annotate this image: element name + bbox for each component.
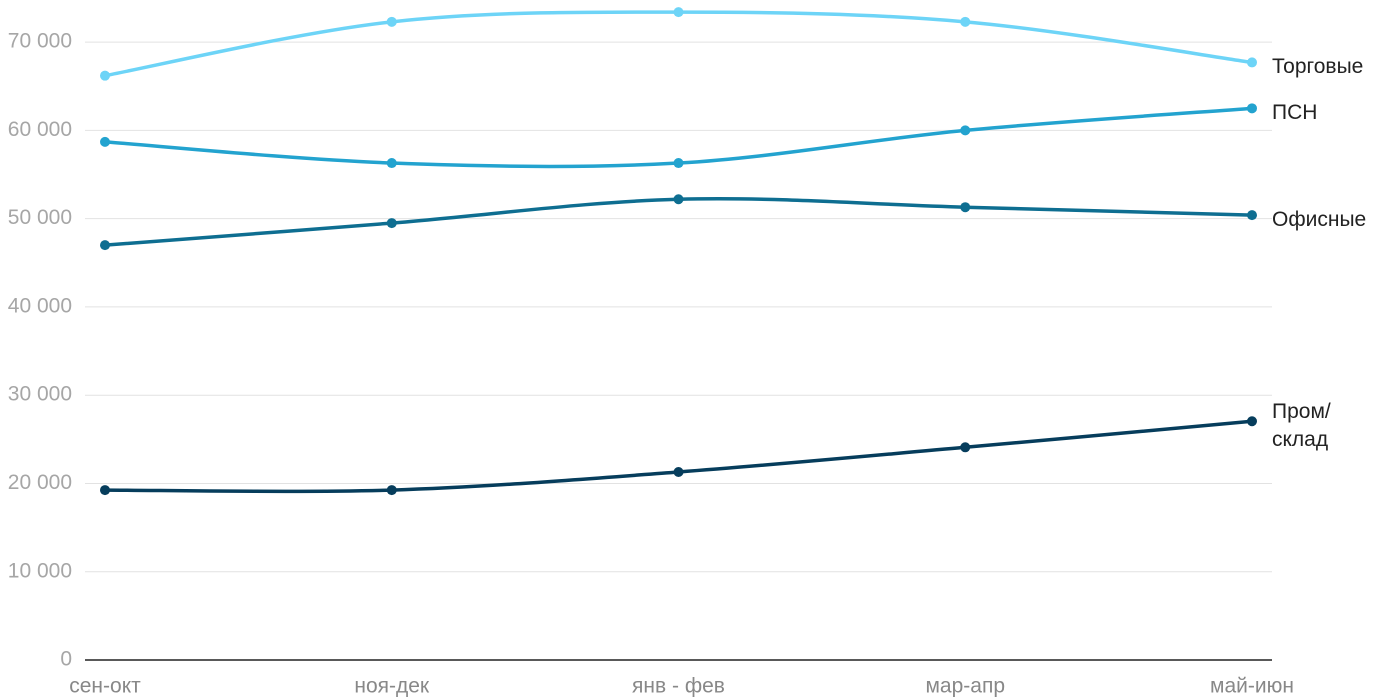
y-tick-label: 50 000 (8, 206, 72, 229)
point (960, 442, 971, 453)
x-tick-label: ноя-дек (354, 675, 430, 698)
point (1247, 103, 1257, 114)
point (673, 194, 684, 205)
point (960, 16, 971, 27)
point (386, 16, 397, 27)
y-tick-label: 70 000 (8, 30, 72, 53)
series-line (104, 106, 1253, 169)
point (1247, 416, 1257, 427)
x-tick-label: май-июн (1210, 675, 1294, 698)
point (960, 202, 971, 213)
point (386, 218, 397, 229)
x-tick-label: мар-апр (925, 675, 1005, 698)
point (960, 125, 971, 136)
y-tick-label: 40 000 (8, 294, 72, 317)
point (673, 7, 684, 18)
point (100, 136, 110, 147)
point (386, 485, 397, 496)
legend-label: Торговые (1272, 55, 1364, 79)
series-line (104, 419, 1253, 494)
legend-label: Офисные (1272, 208, 1367, 232)
y-tick-label: 0 (60, 648, 72, 671)
point (100, 240, 110, 251)
point (1247, 57, 1257, 68)
y-tick-label: 60 000 (8, 118, 72, 141)
y-tick-label: 10 000 (8, 559, 72, 582)
point (100, 70, 110, 81)
y-tick-label: 30 000 (8, 383, 72, 406)
legend-label: Пром/ склад (1272, 400, 1331, 452)
series-line (104, 196, 1253, 247)
series-line (104, 10, 1253, 78)
point (100, 485, 110, 496)
x-tick-label: сен-окт (69, 675, 141, 698)
point (673, 158, 684, 169)
y-tick-label: 20 000 (8, 471, 72, 494)
point (386, 158, 397, 169)
point (1247, 210, 1257, 221)
point (673, 466, 684, 477)
legend-label: ПСН (1272, 101, 1318, 125)
x-tick-label: янв - фев (632, 675, 725, 698)
